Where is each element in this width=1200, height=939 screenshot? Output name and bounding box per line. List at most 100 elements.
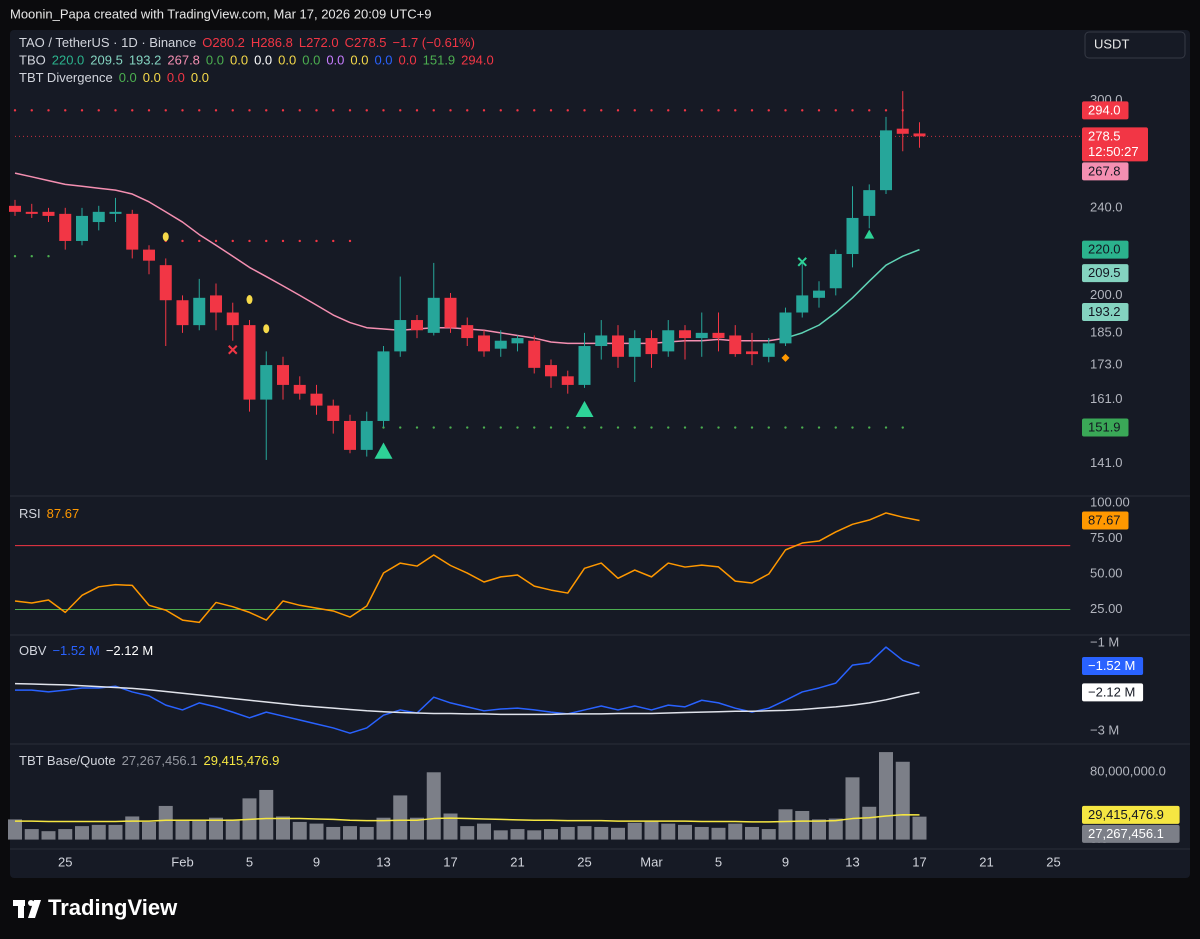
candle-body <box>360 420 373 450</box>
legend: OBV −1.52 M −2.12 M <box>19 643 153 658</box>
x-tick-label: 5 <box>246 854 253 869</box>
legend-value: 0.0 <box>278 53 296 68</box>
volume-bar <box>376 817 391 840</box>
volume-bar <box>828 818 843 840</box>
signal-triangle <box>575 400 594 418</box>
series-line <box>15 814 920 823</box>
x-tick-label: Feb <box>171 854 193 869</box>
x-tick-label: 17 <box>443 854 457 869</box>
legend: TBT Divergence 0.0 0.0 0.0 0.0 <box>19 70 209 85</box>
currency-box[interactable] <box>1084 31 1186 59</box>
price-label-box <box>1082 240 1129 259</box>
x-tick-label: Mar <box>640 854 663 869</box>
price-label: 267.8 <box>1088 163 1121 178</box>
candle-body <box>260 365 273 400</box>
candle-body <box>545 365 557 377</box>
price-label: −2.12 M <box>1088 684 1135 699</box>
volume-bar <box>611 827 625 840</box>
legend-value: 0.0 <box>167 70 185 85</box>
volume-bar <box>527 830 542 840</box>
candle-body <box>494 340 507 349</box>
legend-value: 87.67 <box>47 506 80 521</box>
series-line <box>785 248 920 339</box>
price-label-box <box>1082 511 1129 530</box>
volume-bar <box>627 822 642 840</box>
signal-cross <box>228 345 238 355</box>
price-label: 220.0 <box>1088 242 1121 257</box>
price-label: −1.52 M <box>1088 658 1135 673</box>
signal-drop <box>162 232 169 242</box>
legend-value: 193.2 <box>129 53 162 68</box>
legend-value: 0.0 <box>206 53 224 68</box>
x-tick-label: 13 <box>845 854 859 869</box>
x-tick-label: 25 <box>58 854 72 869</box>
volume-bar <box>912 816 927 840</box>
legend-name: TBO <box>19 53 46 68</box>
legend-value: 0.0 <box>399 53 417 68</box>
legend-name: OBV <box>19 643 47 658</box>
candle-body <box>561 376 574 385</box>
legend-value: 0.0 <box>230 53 248 68</box>
volume-bar <box>175 820 190 840</box>
currency[interactable]: USDT <box>1094 36 1129 51</box>
candle-body <box>427 297 440 333</box>
volume-bar <box>862 806 877 840</box>
candle-body <box>762 343 775 357</box>
legend-value: −2.12 M <box>106 643 153 658</box>
volume-bar <box>477 823 491 840</box>
series-line <box>14 682 920 716</box>
legend-value: 0.0 <box>374 53 392 68</box>
legend-value: 267.8 <box>167 53 200 68</box>
volume-bar <box>209 817 223 840</box>
candle-body <box>109 211 122 214</box>
legend-name: RSI <box>19 506 41 521</box>
legend-value: 294.0 <box>461 53 494 68</box>
legend-value: 151.9 <box>423 53 456 68</box>
candle-body <box>444 297 457 328</box>
volume-bar <box>24 829 39 840</box>
volume-bar <box>711 827 726 840</box>
candle-body <box>193 297 206 326</box>
volume-bar <box>192 820 207 840</box>
header-text: Moonin_Papa created with TradingView.com… <box>10 6 431 21</box>
candle-body <box>76 215 88 241</box>
x-tick-label: 9 <box>313 854 320 869</box>
volume-bar <box>460 826 475 840</box>
candle-body <box>746 351 758 355</box>
candle-body <box>645 338 658 355</box>
signal-diamond <box>781 353 790 362</box>
volume-bar <box>259 789 274 840</box>
candle-body <box>880 130 892 191</box>
legend-value: H286.8 <box>251 35 293 50</box>
logo-part <box>28 900 41 918</box>
y-tick-label: 100.00 <box>1090 494 1130 509</box>
legend-value: −1.7 (−0.61%) <box>393 35 475 50</box>
volume-bar <box>895 761 910 840</box>
legend: TBT Base/Quote 27,267,456.1 29,415,476.9 <box>19 753 279 768</box>
price-label: 294.0 <box>1088 102 1121 117</box>
price-label-box <box>1082 805 1180 824</box>
volume-bar <box>879 752 893 840</box>
candle-body <box>411 320 423 331</box>
candle-body <box>143 249 155 261</box>
x-tick-label: 21 <box>510 854 524 869</box>
legend-value: 0.0 <box>350 53 368 68</box>
volume-bar <box>58 829 73 840</box>
logo-part <box>18 900 24 918</box>
volume-bar <box>577 826 592 840</box>
price-label: 278.5 <box>1088 128 1121 143</box>
volume-bar <box>795 810 810 840</box>
volume-bar <box>728 823 743 840</box>
volume-bar <box>678 824 692 840</box>
candle-body <box>528 340 541 368</box>
legend-value: −1.52 M <box>52 643 99 658</box>
candle-body <box>176 300 189 326</box>
volume-bar <box>644 820 659 840</box>
price-label-box <box>1082 101 1129 120</box>
candle-body <box>327 405 340 421</box>
price-label: 151.9 <box>1088 419 1121 434</box>
volume-bar <box>560 826 575 840</box>
y-tick-label: 80,000,000.0 <box>1090 764 1166 779</box>
x-tick-label: 13 <box>376 854 390 869</box>
